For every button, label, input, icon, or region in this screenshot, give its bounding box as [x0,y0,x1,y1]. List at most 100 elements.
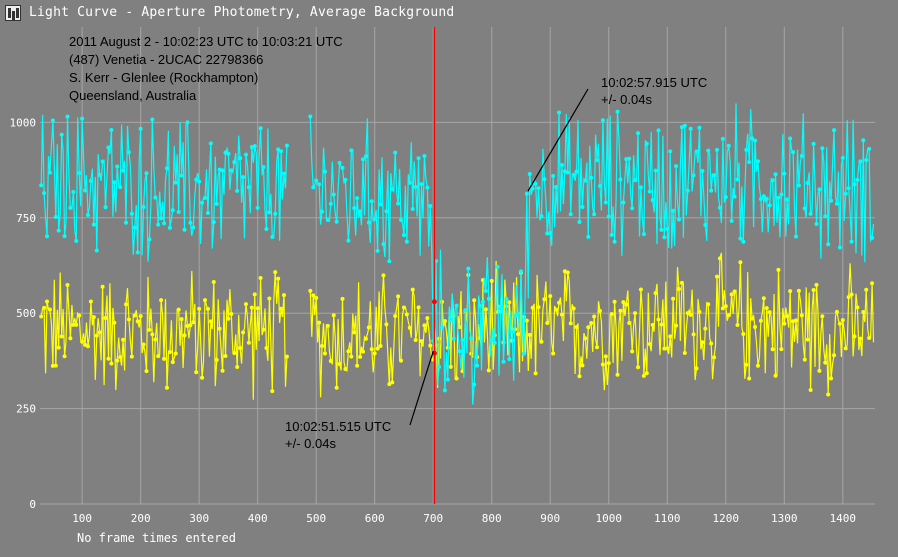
data-point-target [129,211,134,216]
data-point-target [214,201,219,206]
data-point-comparison [203,298,208,303]
data-point-comparison [747,376,752,381]
data-point-target [472,382,477,387]
data-point-comparison [226,316,231,321]
data-point-comparison [796,288,801,293]
data-point-comparison [352,330,357,335]
data-point-comparison [115,358,120,363]
data-point-comparison [422,323,427,328]
data-point-target [548,231,553,236]
data-point-comparison [419,339,424,344]
data-point-comparison [483,307,488,312]
x-tick-label-1200: 1200 [713,512,740,525]
data-point-target [533,181,538,186]
x-tick-label-1000: 1000 [596,512,623,525]
data-point-comparison [615,372,620,377]
data-point-target [559,163,564,168]
data-point-comparison [679,280,684,285]
data-point-target [542,177,547,182]
data-point-target [85,212,90,217]
data-point-target [574,169,579,174]
data-point-comparison [208,319,213,324]
data-point-target [200,200,205,205]
data-point-target [688,126,693,131]
data-point-target [369,199,374,204]
data-point-target [39,183,44,188]
data-point-target [530,186,535,191]
data-point-target [124,220,129,225]
data-point-target [241,175,246,180]
disappearance-time-label-0: 10:02:51.515 UTC [285,419,391,434]
data-point-comparison [557,300,562,305]
data-point-target [595,158,600,163]
data-point-comparison [858,336,863,341]
data-point-comparison [363,336,368,341]
data-point-comparison [738,260,743,265]
x-tick-label-900: 900 [540,512,560,525]
data-point-target [322,169,327,174]
data-point-target [419,182,424,187]
data-point-comparison [688,312,693,317]
data-point-comparison [662,346,667,351]
observation-info-line-0: 2011 August 2 - 10:02:23 UTC to 10:03:21… [69,34,343,49]
data-point-comparison [665,346,670,351]
data-point-comparison [472,298,477,303]
data-point-target [360,157,365,162]
data-point-target [188,220,193,225]
data-point-comparison [85,344,90,349]
data-point-target [606,214,611,219]
data-point-comparison [524,318,529,323]
data-point-target [141,205,146,210]
data-point-target [750,136,755,141]
data-point-target [378,202,383,207]
data-point-target [53,214,58,219]
data-point-target [656,128,661,133]
data-point-comparison [761,296,766,301]
data-point-target [56,228,61,233]
data-point-target [448,317,453,322]
data-point-comparison [284,354,289,359]
data-point-comparison [507,300,512,305]
data-point-target [425,185,430,190]
data-point-target [665,226,670,231]
data-point-target [524,191,529,196]
data-point-target [597,184,602,189]
data-point-comparison [399,358,404,363]
data-point-comparison [387,382,392,387]
data-point-comparison [805,337,810,342]
data-point-target [243,152,248,157]
data-point-comparison [574,325,579,330]
data-point-target [252,144,257,149]
data-point-comparison [715,274,720,279]
data-point-target [437,365,442,370]
data-point-comparison [603,354,608,359]
data-point-target [618,177,623,182]
data-point-target [600,118,605,123]
data-point-comparison [126,317,131,322]
data-point-comparison [53,363,58,368]
data-point-target [659,227,664,232]
data-point-target [317,182,322,187]
data-point-comparison [249,305,254,310]
data-point-target [478,303,483,308]
data-point-comparison [366,325,371,330]
data-point-target [507,357,512,362]
data-point-comparison [545,321,550,326]
data-point-target [501,359,506,364]
data-point-comparison [682,350,687,355]
data-point-comparison [331,313,336,318]
data-point-target [723,195,728,200]
data-point-comparison [167,349,172,354]
data-point-target [422,153,427,158]
app-icon[interactable] [5,4,21,21]
data-point-target [179,173,184,178]
data-point-target [375,248,380,253]
data-point-comparison [80,339,85,344]
data-point-target [343,177,348,182]
data-point-target [846,186,851,191]
data-point-target [741,239,746,244]
data-point-target [103,205,108,210]
data-point-target [811,141,816,146]
data-point-comparison [334,385,339,390]
data-point-target [849,239,854,244]
